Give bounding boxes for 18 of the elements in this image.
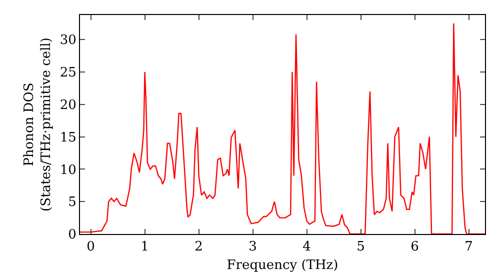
y-tick-label: 10 [60, 162, 76, 178]
y-tick-label: 20 [60, 98, 76, 113]
x-tick-label: 4 [302, 240, 311, 255]
x-tick-label: 1 [140, 240, 149, 255]
x-axis-title: Frequency (THz) [226, 258, 338, 274]
y-tick-label: 25 [60, 66, 76, 81]
x-tick-label: 6 [410, 240, 419, 255]
y-tick-label: 0 [68, 228, 76, 243]
y-tick-label: 15 [60, 130, 76, 146]
y-tick-label: 5 [68, 195, 76, 210]
y-tick-label: 30 [60, 33, 76, 48]
x-tick-label: 3 [248, 240, 257, 255]
x-tick-label: 7 [464, 240, 473, 255]
x-tick-label: 5 [356, 240, 365, 255]
x-tick-label: 2 [194, 240, 203, 255]
x-tick-label: 0 [86, 240, 95, 255]
line-series [80, 22, 485, 234]
y-axis-title: Phonon DOS (States/THz·primitive cell) [22, 37, 54, 212]
